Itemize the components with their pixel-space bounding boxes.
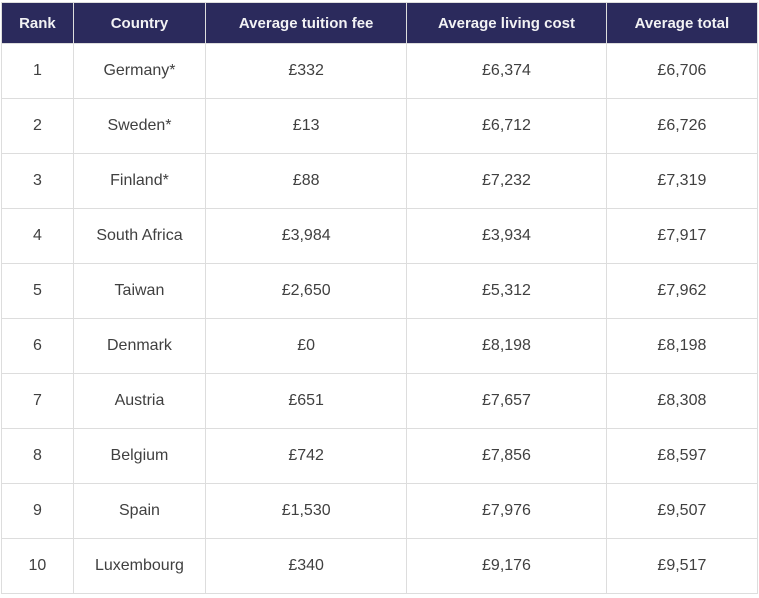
cell-tuition-fee: £3,984 [205,208,408,264]
cell-rank: 2 [1,98,74,154]
cell-country: Luxembourg [72,538,207,594]
cell-living-cost: £9,176 [406,538,607,594]
cell-total: £6,706 [605,43,759,99]
cell-country: Germany* [72,43,207,99]
cell-total: £7,962 [605,263,759,319]
cell-living-cost: £6,374 [406,43,607,99]
cell-tuition-fee: £742 [205,428,408,484]
table-row: 2 Sweden* £13 £6,712 £6,726 [1,98,759,154]
cell-rank: 6 [1,318,74,374]
table-header-row: Rank Country Average tuition fee Average li… [1,2,759,44]
cell-living-cost: £7,657 [406,373,607,429]
cell-total: £7,917 [605,208,759,264]
cell-country: Austria [72,373,207,429]
cell-living-cost: £8,198 [406,318,607,374]
cell-country: Taiwan [72,263,207,319]
cell-total: £8,198 [605,318,759,374]
column-header-tuition-fee: Average tuition fee [205,2,408,44]
cell-tuition-fee: £0 [205,318,408,374]
table-row: 5 Taiwan £2,650 £5,312 £7,962 [1,263,759,319]
table-row: 4 South Africa £3,984 £3,934 £7,917 [1,208,759,264]
table-row: 9 Spain £1,530 £7,976 £9,507 [1,483,759,539]
cell-total: £7,319 [605,153,759,209]
cell-rank: 4 [1,208,74,264]
cell-country: Belgium [72,428,207,484]
cell-rank: 7 [1,373,74,429]
cell-total: £9,507 [605,483,759,539]
cell-tuition-fee: £88 [205,153,408,209]
cell-tuition-fee: £2,650 [205,263,408,319]
column-header-country: Country [72,2,207,44]
cell-total: £6,726 [605,98,759,154]
column-header-total: Average total [605,2,759,44]
cell-living-cost: £7,976 [406,483,607,539]
column-header-living-cost: Average living cost [406,2,607,44]
cell-living-cost: £6,712 [406,98,607,154]
cell-total: £8,597 [605,428,759,484]
cell-rank: 10 [1,538,74,594]
cell-total: £9,517 [605,538,759,594]
table-row: 3 Finland* £88 £7,232 £7,319 [1,153,759,209]
cell-country: Sweden* [72,98,207,154]
cell-living-cost: £7,856 [406,428,607,484]
cell-rank: 5 [1,263,74,319]
cell-tuition-fee: £651 [205,373,408,429]
cell-living-cost: £3,934 [406,208,607,264]
cell-rank: 8 [1,428,74,484]
cell-country: Finland* [72,153,207,209]
cell-country: Denmark [72,318,207,374]
cell-tuition-fee: £13 [205,98,408,154]
table-row: 10 Luxembourg £340 £9,176 £9,517 [1,538,759,594]
cell-rank: 3 [1,153,74,209]
cell-country: Spain [72,483,207,539]
table-row: 6 Denmark £0 £8,198 £8,198 [1,318,759,374]
table-row: 8 Belgium £742 £7,856 £8,597 [1,428,759,484]
cell-tuition-fee: £1,530 [205,483,408,539]
table-row: 1 Germany* £332 £6,374 £6,706 [1,43,759,99]
cell-tuition-fee: £340 [205,538,408,594]
cell-rank: 1 [1,43,74,99]
column-header-rank: Rank [1,2,74,44]
cell-rank: 9 [1,483,74,539]
cell-tuition-fee: £332 [205,43,408,99]
table-row: 7 Austria £651 £7,657 £8,308 [1,373,759,429]
cell-living-cost: £5,312 [406,263,607,319]
cell-country: South Africa [72,208,207,264]
cell-living-cost: £7,232 [406,153,607,209]
cell-total: £8,308 [605,373,759,429]
